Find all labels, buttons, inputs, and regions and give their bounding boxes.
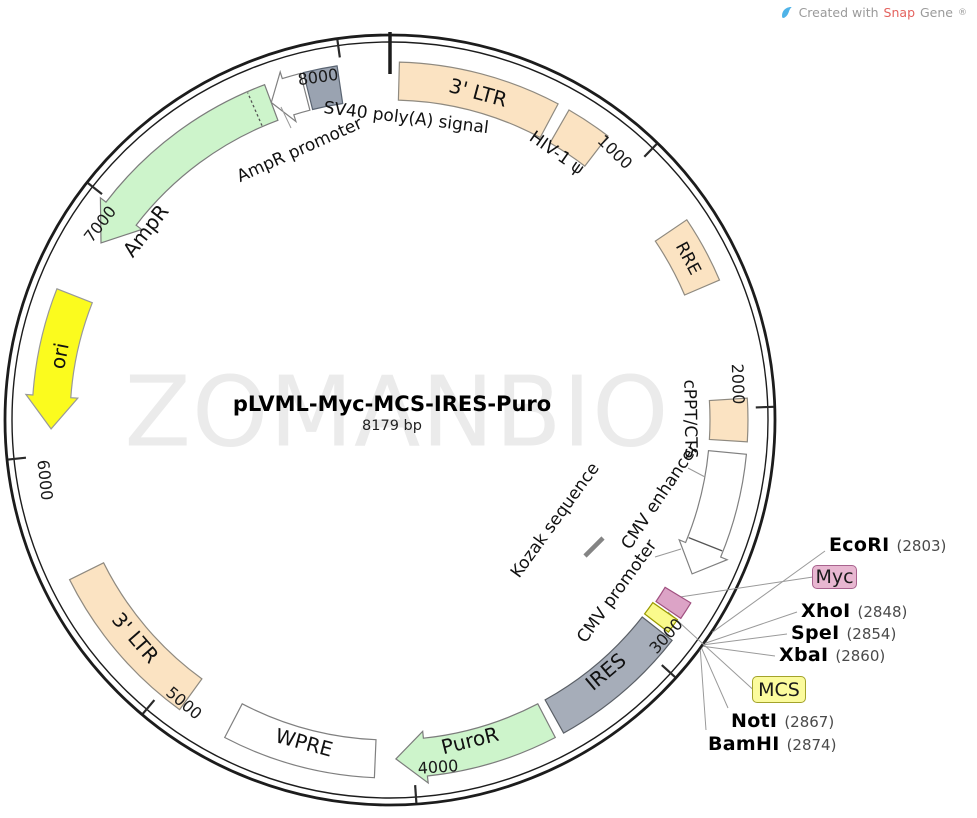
feature-label-wpre[interactable]: WPRE — [272, 722, 335, 762]
feature-label-3-ltr-a[interactable]: 3' LTR — [446, 72, 510, 112]
site-line-XbaI — [702, 645, 776, 657]
title-block: pLVML-Myc-MCS-IRES-Puro 8179 bp — [233, 392, 551, 434]
site-name-BamHI: BamHI — [708, 733, 780, 755]
site-position-XhoI: (2848) — [857, 603, 908, 621]
feature-label-kozak[interactable]: Kozak sequence — [506, 459, 604, 582]
tick-mark-4000 — [414, 785, 418, 804]
feature-hiv1-psi[interactable] — [549, 109, 609, 167]
site-position-NotI: (2867) — [784, 713, 835, 731]
feature-wpre[interactable] — [223, 702, 377, 779]
site-line-SpeI — [703, 633, 788, 646]
tick-mark-8000 — [336, 39, 341, 58]
tick-mark-6000 — [7, 456, 27, 461]
tick-label-7000: 7000 — [80, 201, 121, 246]
plasmid-length: 8179 bp — [362, 418, 422, 434]
feature-cmv-enhancer-promoter[interactable] — [678, 450, 748, 575]
site-line-XhoI — [704, 611, 798, 644]
feature-label-3-ltr-b[interactable]: 3' LTR — [106, 607, 164, 669]
feature-label-puror[interactable]: PuroR — [438, 721, 502, 760]
feature-ires[interactable] — [544, 616, 673, 734]
feature-label-ires[interactable]: IRES — [580, 648, 631, 696]
feature-label-rre[interactable]: RRE — [670, 238, 705, 279]
plasmid-title: pLVML-Myc-MCS-IRES-Puro — [232, 392, 552, 416]
tick-label-4000: 4000 — [417, 755, 460, 778]
credit-prefix: Created with — [798, 5, 879, 20]
credit-brand-gene: Gene — [920, 5, 953, 20]
tick-label-8000: 8000 — [296, 65, 340, 90]
feature-rre[interactable] — [654, 218, 721, 296]
feature-label-ori[interactable]: ori — [45, 340, 74, 371]
site-name-NotI: NotI — [731, 710, 778, 732]
site-position-XbaI: (2860) — [835, 647, 886, 665]
feature-puror[interactable] — [394, 702, 557, 785]
tick-label-2000: 2000 — [727, 362, 749, 405]
feature-3-ltr-a[interactable] — [397, 61, 559, 139]
site-name-SpeI: SpeI — [791, 622, 840, 644]
feature-label-hiv1-psi[interactable]: HIV-1 ψ — [525, 127, 588, 180]
feature-divider-cmv-enhancer-promoter — [688, 537, 723, 552]
feature-label-line-cmv-enhancer-promoter — [687, 467, 706, 478]
credit-registered: ® — [958, 7, 967, 18]
tick-mark-3000 — [661, 664, 676, 678]
feature-label-cmv-enhancer-promoter-1[interactable]: CMV promoter — [573, 536, 662, 647]
site-position-EcoRI: (2803) — [896, 537, 947, 555]
tag-Myc[interactable]: Myc — [812, 565, 857, 589]
tick-label-5000: 5000 — [162, 682, 206, 724]
watermark: ZOMANBIO — [124, 355, 670, 469]
tick-label-6000: 6000 — [33, 458, 57, 502]
site-label-EcoRI[interactable]: EcoRI (2803) — [829, 534, 946, 556]
site-label-BamHI[interactable]: BamHI (2874) — [708, 733, 836, 755]
site-label-NotI[interactable]: NotI (2867) — [731, 710, 834, 732]
site-line-BamHI — [699, 649, 707, 731]
tick-mark-5000 — [141, 699, 156, 715]
snapgene-logo-icon — [781, 7, 792, 18]
site-label-SpeI[interactable]: SpeI (2854) — [791, 622, 896, 644]
site-name-XhoI: XhoI — [801, 600, 851, 622]
feature-label-ampr[interactable]: AmpR — [117, 199, 174, 262]
tick-label-3000: 3000 — [644, 614, 687, 658]
feature-cppt-cts[interactable] — [708, 397, 749, 443]
site-line-EcoRI — [712, 550, 826, 633]
feature-ampr[interactable] — [99, 83, 279, 244]
feature-divider-ampr — [247, 92, 263, 126]
feature-sv40-polya[interactable] — [302, 65, 344, 111]
tick-mark-1000 — [643, 143, 658, 158]
feature-myc-block[interactable] — [655, 586, 692, 620]
site-position-SpeI: (2854) — [846, 625, 897, 643]
site-name-EcoRI: EcoRI — [829, 534, 890, 556]
feature-label-ampr-promoter[interactable]: AmpR promoter — [233, 113, 366, 187]
tick-mark-2000 — [755, 405, 774, 409]
tag-line-MCS — [667, 611, 754, 690]
feature-label-cmv-enhancer-promoter[interactable]: CMV enhancer — [617, 439, 704, 554]
feature-kozak[interactable] — [583, 536, 605, 558]
site-label-XbaI[interactable]: XbaI (2860) — [779, 644, 885, 666]
snapgene-credit: Created with Snap Gene ® — [779, 5, 967, 20]
feature-mcs-block[interactable] — [643, 601, 679, 633]
tag-MCS[interactable]: MCS — [752, 676, 806, 703]
tick-mark-7000 — [87, 182, 103, 195]
credit-brand-snap: Snap — [883, 5, 915, 20]
site-label-XhoI[interactable]: XhoI (2848) — [801, 600, 907, 622]
site-name-XbaI: XbaI — [779, 644, 829, 666]
feature-3-ltr-b[interactable] — [68, 561, 203, 711]
site-line-NotI — [701, 647, 729, 709]
feature-ori[interactable] — [24, 288, 94, 430]
tick-label-1000: 1000 — [593, 130, 637, 173]
tag-line-Myc — [679, 576, 814, 598]
feature-label-line-cmv-enhancer-promoter — [654, 548, 682, 558]
feature-label-line-ampr-promoter — [280, 106, 292, 129]
site-position-BamHI: (2874) — [786, 736, 837, 754]
